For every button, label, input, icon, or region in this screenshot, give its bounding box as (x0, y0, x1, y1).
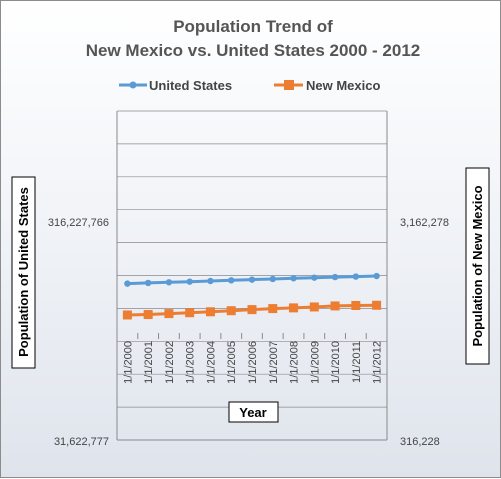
data-point-united-states (165, 279, 173, 286)
axes (116, 111, 388, 441)
data-point-united-states (124, 280, 131, 287)
right-tick-label-2: 316,228 (400, 436, 440, 448)
data-point-united-states (186, 278, 193, 285)
x-tick-label: 1/1/2003 (185, 341, 197, 384)
y-axis-title-left-box: Population of United States (11, 176, 36, 369)
y-axis-title-left: Population of United States (16, 187, 31, 357)
data-point-new-mexico (309, 302, 319, 312)
chart-title-line-2: New Mexico vs. United States 2000 - 2012 (86, 41, 421, 60)
legend-marker-new-mexico (284, 80, 294, 90)
data-point-united-states (207, 277, 214, 285)
y-axis-title-left-frame (11, 176, 36, 369)
legend-marker-united-states (129, 81, 137, 89)
data-point-new-mexico (185, 308, 195, 318)
x-axis-ticks: 1/1/2000 1/1/2001 1/1/2002 1/1/2003 1/1/2004… (116, 333, 384, 384)
legend-label-new-mexico: New Mexico (306, 78, 380, 93)
x-axis-title-frame (228, 401, 279, 423)
data-point-united-states (144, 279, 152, 287)
data-point-united-states (311, 274, 318, 281)
left-axis-ticks: 316,227,766 31,622,777 (48, 217, 109, 448)
data-point-united-states (290, 275, 297, 282)
legend-label-united-states: United States (149, 78, 232, 93)
series-points (122, 272, 382, 320)
data-point-united-states (228, 277, 235, 284)
x-tick-label: 1/1/2010 (330, 341, 342, 384)
x-tick-label: 1/1/2005 (226, 341, 238, 384)
data-point-new-mexico (205, 307, 215, 317)
data-point-new-mexico (372, 300, 382, 310)
x-axis-title: Year (239, 405, 266, 420)
data-point-new-mexico (289, 303, 299, 313)
left-tick-label-1: 316,227,766 (48, 217, 109, 229)
y-axis-title-right-frame (465, 167, 490, 365)
y-axis-title-right: Population of New Mexico (470, 185, 485, 346)
x-axis-title-box: Year (228, 401, 279, 423)
x-tick-label: 1/1/2012 (372, 341, 384, 384)
data-point-united-states (248, 276, 256, 283)
x-tick-label: 1/1/2007 (268, 341, 280, 384)
right-axis-ticks: 3,162,278 316,228 (400, 217, 449, 448)
x-tick-label: 1/1/2001 (143, 341, 155, 384)
data-point-new-mexico (351, 300, 361, 310)
left-tick-label-2: 31,622,777 (54, 436, 109, 448)
data-point-new-mexico (143, 310, 153, 320)
data-point-united-states (269, 275, 276, 283)
y-axis-title-right-box: Population of New Mexico (465, 167, 490, 365)
data-point-new-mexico (226, 306, 236, 316)
data-point-new-mexico (268, 304, 278, 314)
x-tick-label: 1/1/2008 (289, 341, 301, 384)
data-point-new-mexico (247, 305, 257, 315)
right-tick-label-1: 3,162,278 (400, 217, 449, 229)
x-tick-label: 1/1/2006 (247, 341, 259, 384)
legend: United States New Mexico (119, 78, 380, 93)
x-tick-label: 1/1/2000 (122, 341, 134, 384)
x-tick-label: 1/1/2009 (309, 341, 321, 384)
x-tick-label: 1/1/2004 (205, 341, 217, 384)
data-point-united-states (352, 273, 360, 280)
data-point-new-mexico (164, 309, 174, 319)
data-point-new-mexico (122, 310, 132, 320)
data-point-united-states (373, 272, 380, 280)
x-tick-label: 1/1/2002 (164, 341, 176, 384)
x-tick-label: 1/1/2011 (351, 341, 363, 383)
chart-title-line-1: Population Trend of (173, 17, 333, 36)
data-point-new-mexico (330, 301, 340, 311)
data-point-united-states (331, 273, 339, 281)
